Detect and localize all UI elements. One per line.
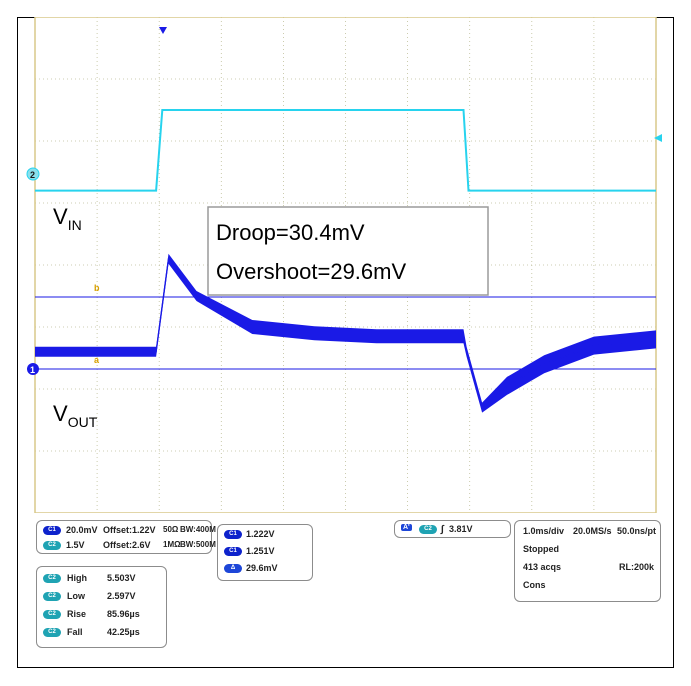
ch1-chip[interactable]: C1 [43,526,61,535]
scope-display: b a 2 1 VIN VOUT Droop=30.4mV Overshoot=… [26,17,662,513]
trigger-position-marker[interactable] [159,27,167,34]
ch1-marker-label: 1 [30,365,35,375]
ch2-bandwidth: BW:500M [180,540,216,549]
timebase: 1.0ms/div [523,526,565,536]
vin-label: VIN [53,204,82,233]
trigger-level-marker[interactable] [654,134,662,142]
cursor-delta-chip[interactable]: Δ [224,564,242,573]
acquisition-panel: 1.0ms/div 20.0MS/s 50.0ns/pt Stopped 413… [514,520,661,602]
measure-fall-label: Fall [67,627,83,637]
vout-label: VOUT [53,401,98,430]
callout-box [207,206,489,296]
ch1-coupling: 50Ω [163,525,179,534]
ch2-chip[interactable]: C2 [43,541,61,550]
measure-rise-label: Rise [67,609,87,619]
measure-rise-chip[interactable]: C2 [43,610,61,619]
measure-low-chip[interactable]: C2 [43,592,61,601]
measure-fall-chip[interactable]: C2 [43,628,61,637]
vin-trace [35,109,656,192]
trigger-panel: A' C2 ∫ 3.81V [394,520,511,538]
trigger-source-chip[interactable]: C2 [419,525,437,534]
ch2-coupling: 1MΩ [163,540,181,549]
channel-settings-panel: C1 20.0mV Offset:1.22V 50Ω BW:400M C2 1.… [36,520,216,554]
ch2-ground-marker[interactable] [26,167,40,181]
acquisition-count: 413 acqs [523,562,562,572]
record-length: RL:200k [619,562,655,572]
trigger-edge-icon: ∫ [441,524,444,535]
cursor1-value: 1.222V [246,529,275,539]
measure-high-chip[interactable]: C2 [43,574,61,583]
cursor2-chip[interactable]: C1 [224,547,242,556]
ch1-bandwidth: BW:400M [180,525,216,534]
measure-low-label: Low [67,591,85,601]
cursor-a-label: a [94,355,100,365]
ch2-marker-label: 2 [30,170,35,180]
measure-high-value: 5.503V [107,573,136,583]
cursor2-value: 1.251V [246,546,275,556]
measure-rise-value: 85.96µs [107,609,140,619]
vout-trace [35,257,657,409]
measure-low-value: 2.597V [107,591,136,601]
measurements-panel: C2 High 5.503V C2 Low 2.597V C2 Rise 85.… [36,566,167,648]
overshoot-annotation: Overshoot=29.6mV [216,259,406,284]
ch1-offset: Offset:1.22V [103,525,156,535]
ch1-ground-marker[interactable] [27,363,39,375]
acquisition-status: Stopped [523,544,559,554]
droop-annotation: Droop=30.4mV [216,220,365,245]
trigger-level: 3.81V [449,524,473,534]
sample-rate: 20.0MS/s [573,526,612,536]
acquisition-mode: Cons [523,580,546,590]
ch2-scale: 1.5V [66,540,85,550]
trigger-mode: A' [401,524,412,531]
time-per-point: 50.0ns/pt [617,526,657,536]
vout-trace-band [35,253,656,413]
measure-high-label: High [67,573,87,583]
cursor-readout-panel: C1 1.222V C1 1.251V Δ 29.6mV [217,524,313,581]
cursor-b-label: b [94,283,100,293]
screen-border [34,17,657,513]
cursor1-chip[interactable]: C1 [224,530,242,539]
measure-fall-value: 42.25µs [107,627,140,637]
ch1-scale: 20.0mV [66,525,98,535]
cursor-delta-value: 29.6mV [246,563,278,573]
ch2-offset: Offset:2.6V [103,540,151,550]
